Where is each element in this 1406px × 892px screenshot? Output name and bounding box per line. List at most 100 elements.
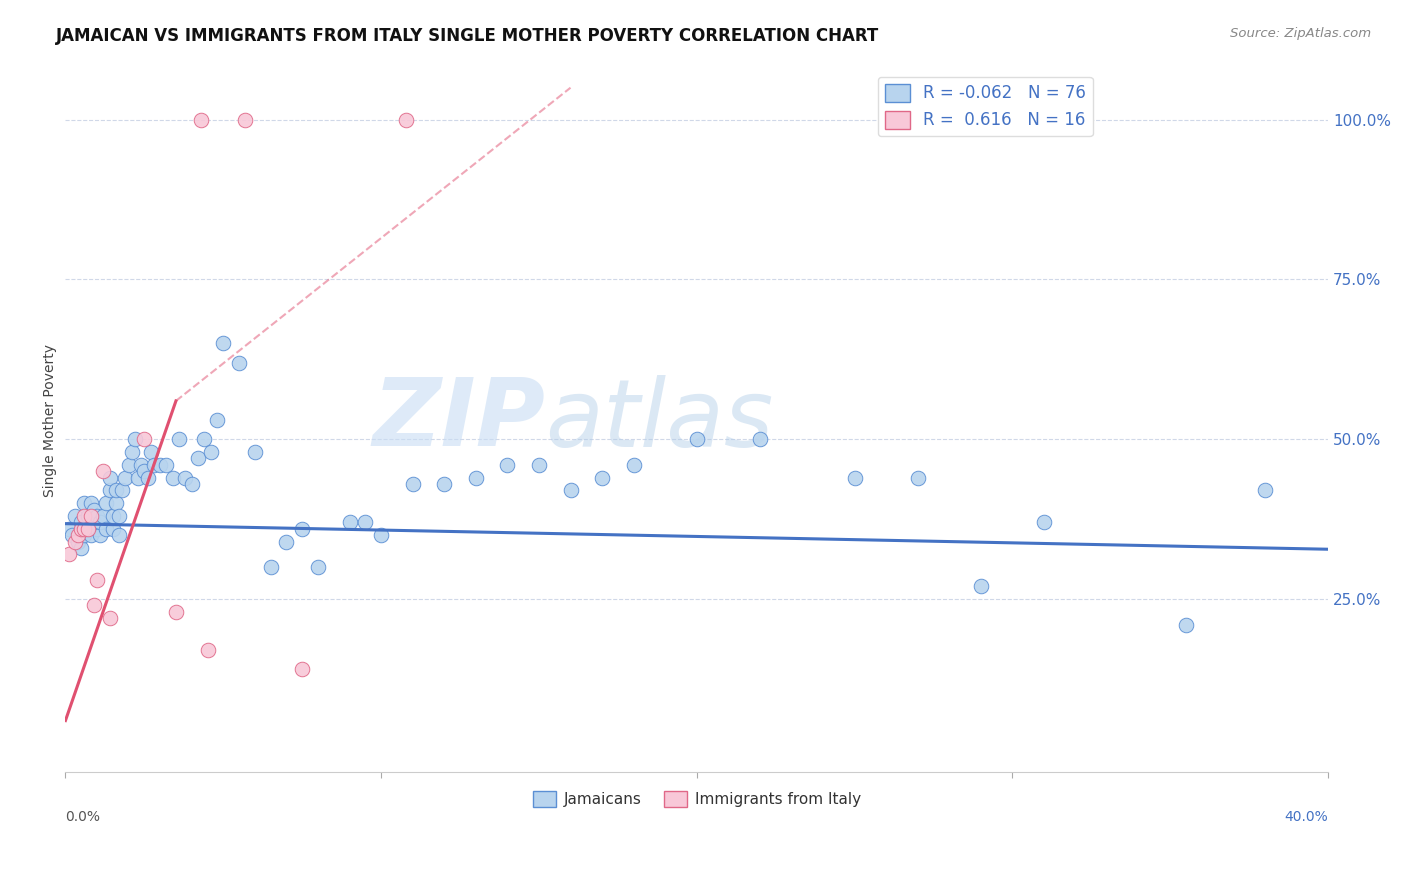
Point [174, 470, 197, 484]
Point [101, 508, 124, 523]
Point [354, 516, 377, 530]
Point [165, 605, 187, 619]
Point [748, 432, 770, 446]
Point [86, 522, 108, 536]
Legend: Jamaicans, Immigrants from Italy: Jamaicans, Immigrants from Italy [527, 784, 868, 814]
Point [124, 432, 146, 446]
Point [76, 522, 98, 536]
Point [104, 483, 127, 498]
Text: 40.0%: 40.0% [1285, 810, 1329, 824]
Point [83, 516, 105, 530]
Point [1175, 617, 1198, 632]
Point [291, 662, 314, 676]
Text: Source: ZipAtlas.com: Source: ZipAtlas.com [1230, 27, 1371, 40]
Point [80, 508, 103, 523]
Point [70, 516, 93, 530]
Point [205, 413, 228, 427]
Text: atlas: atlas [546, 375, 773, 466]
Point [70, 522, 93, 536]
Point [243, 445, 266, 459]
Point [80, 496, 103, 510]
Point [162, 470, 184, 484]
Text: ZIP: ZIP [373, 374, 546, 467]
Point [139, 445, 162, 459]
Point [560, 483, 582, 498]
Point [134, 432, 156, 446]
Point [187, 451, 209, 466]
Point [180, 477, 202, 491]
Point [1033, 516, 1056, 530]
Point [114, 470, 136, 484]
Y-axis label: Single Mother Poverty: Single Mother Poverty [44, 343, 58, 497]
Point [291, 522, 314, 536]
Point [98, 611, 121, 625]
Text: JAMAICAN VS IMMIGRANTS FROM ITALY SINGLE MOTHER POVERTY CORRELATION CHART: JAMAICAN VS IMMIGRANTS FROM ITALY SINGLE… [56, 27, 880, 45]
Point [339, 516, 361, 530]
Point [259, 560, 281, 574]
Point [527, 458, 550, 472]
Point [190, 112, 212, 127]
Point [464, 470, 486, 484]
Point [591, 470, 613, 484]
Point [844, 470, 866, 484]
Point [58, 522, 80, 536]
Point [63, 508, 86, 523]
Point [89, 516, 111, 530]
Point [70, 541, 93, 555]
Text: 0.0%: 0.0% [66, 810, 100, 824]
Point [193, 432, 215, 446]
Point [623, 458, 645, 472]
Point [58, 547, 80, 561]
Point [155, 458, 177, 472]
Point [402, 477, 425, 491]
Point [117, 458, 139, 472]
Point [80, 528, 103, 542]
Point [197, 643, 219, 657]
Point [101, 522, 124, 536]
Point [108, 508, 131, 523]
Point [98, 470, 121, 484]
Point [1254, 483, 1277, 498]
Point [91, 508, 114, 523]
Point [73, 528, 96, 542]
Point [127, 470, 149, 484]
Point [686, 432, 709, 446]
Point [129, 458, 152, 472]
Point [136, 470, 159, 484]
Point [200, 445, 222, 459]
Point [67, 534, 90, 549]
Point [228, 355, 250, 369]
Point [60, 528, 83, 542]
Point [98, 483, 121, 498]
Point [89, 528, 111, 542]
Point [83, 502, 105, 516]
Point [370, 528, 392, 542]
Point [76, 508, 98, 523]
Point [496, 458, 519, 472]
Point [212, 336, 235, 351]
Point [63, 534, 86, 549]
Point [134, 464, 156, 478]
Point [121, 445, 143, 459]
Point [149, 458, 172, 472]
Point [73, 508, 96, 523]
Point [76, 522, 98, 536]
Point [307, 560, 329, 574]
Point [433, 477, 456, 491]
Point [104, 496, 127, 510]
Point [73, 522, 96, 536]
Point [67, 528, 90, 542]
Point [235, 112, 257, 127]
Point [83, 599, 105, 613]
Point [96, 522, 118, 536]
Point [907, 470, 929, 484]
Point [970, 579, 993, 593]
Point [111, 483, 134, 498]
Point [395, 112, 418, 127]
Point [108, 528, 131, 542]
Point [96, 496, 118, 510]
Point [167, 432, 190, 446]
Point [86, 573, 108, 587]
Point [276, 534, 298, 549]
Point [73, 496, 96, 510]
